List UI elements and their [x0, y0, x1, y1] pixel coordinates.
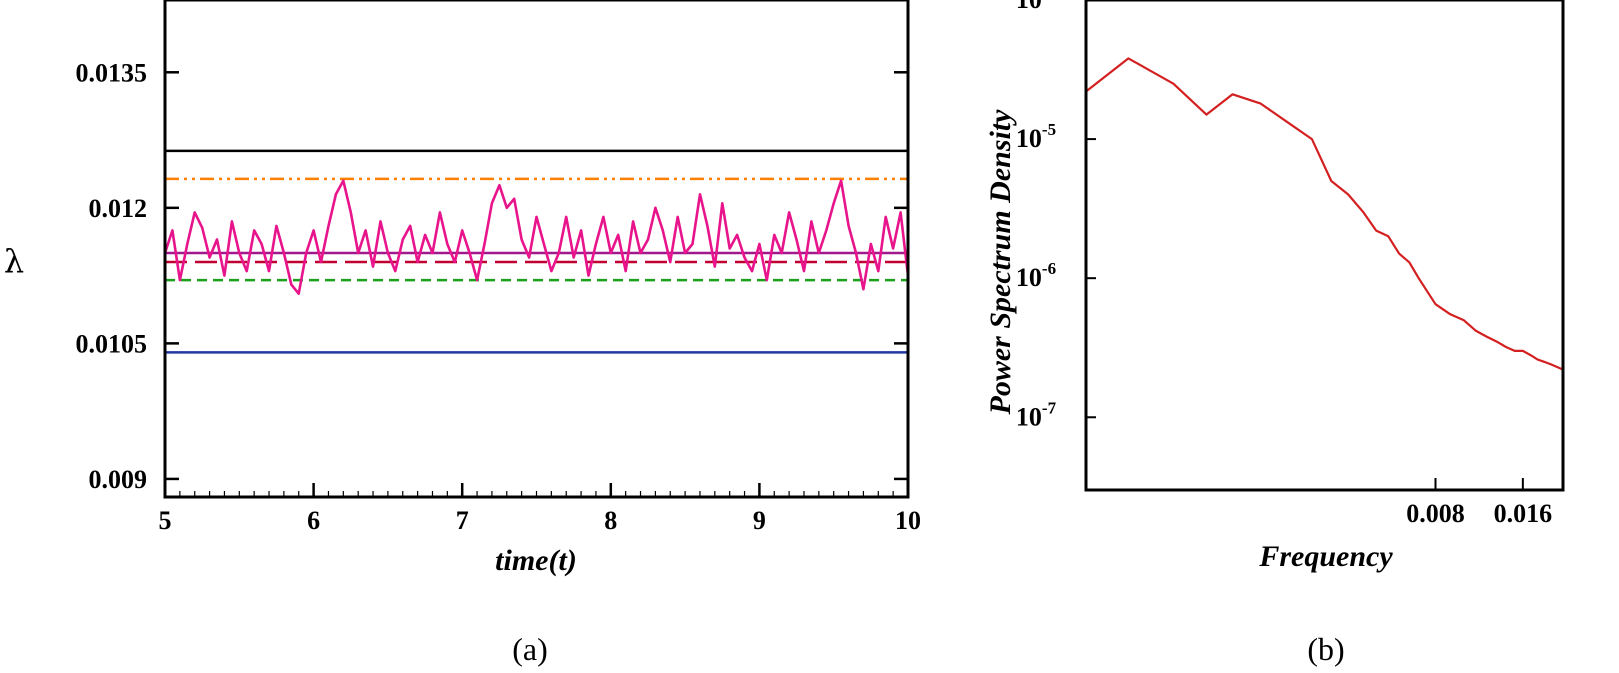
x-ticks: 0.008 0.016	[1406, 478, 1552, 528]
panel-label-a: (a)	[512, 631, 548, 667]
x-minor-ticks	[164, 491, 909, 497]
x-tick-label: 0.016	[1494, 499, 1553, 528]
reference-lines	[165, 149, 908, 354]
y-tick-label: 10-5	[1016, 120, 1056, 153]
panel-b: 10-7 10-6 10-5 10-4 0.008 0.016 Frequency Po…	[984, 0, 1565, 667]
plot-frame-a	[163, 0, 910, 499]
panel-a: 0.009 0.0105 0.012 0.0135 5 6 7 8 9 10 time(t) λ…	[4, 0, 921, 667]
y-tick-label: 10-4	[1016, 0, 1057, 14]
panel-label-b: (b)	[1307, 631, 1344, 667]
x-tick-label: 7	[456, 506, 469, 535]
series-group	[1085, 57, 1564, 371]
y-ticks: 0.009 0.0105 0.012 0.0135	[76, 58, 908, 494]
y-tick-label: 10-6	[1016, 259, 1056, 292]
x-tick-label: 10	[895, 506, 921, 535]
plot-frame-b	[1084, 0, 1565, 492]
series-line-0	[163, 179, 910, 296]
y-axis-title: Power Spectrum Density	[984, 109, 1017, 416]
y-ticks: 10-7 10-6 10-5 10-4	[1016, 0, 1096, 431]
x-axis-title: Frequency	[1258, 540, 1393, 573]
x-tick-label: 8	[604, 506, 617, 535]
y-tick-label: 0.0105	[76, 329, 148, 358]
y-tick-label: 0.009	[89, 465, 148, 494]
x-ticks: 5 6 7 8 9 10	[159, 483, 921, 535]
x-axis-title: time(t)	[495, 544, 577, 577]
x-tick-label: 5	[159, 506, 172, 535]
y-axis-title: λ	[4, 242, 24, 280]
y-tick-label: 0.0135	[76, 58, 148, 87]
y-tick-label: 10-7	[1016, 398, 1057, 431]
x-tick-label: 9	[753, 506, 766, 535]
x-tick-label: 0.008	[1406, 499, 1465, 528]
y-tick-label: 0.012	[89, 194, 148, 223]
series-group	[163, 179, 910, 296]
series-line-0	[1085, 57, 1564, 371]
x-tick-label: 6	[307, 506, 320, 535]
